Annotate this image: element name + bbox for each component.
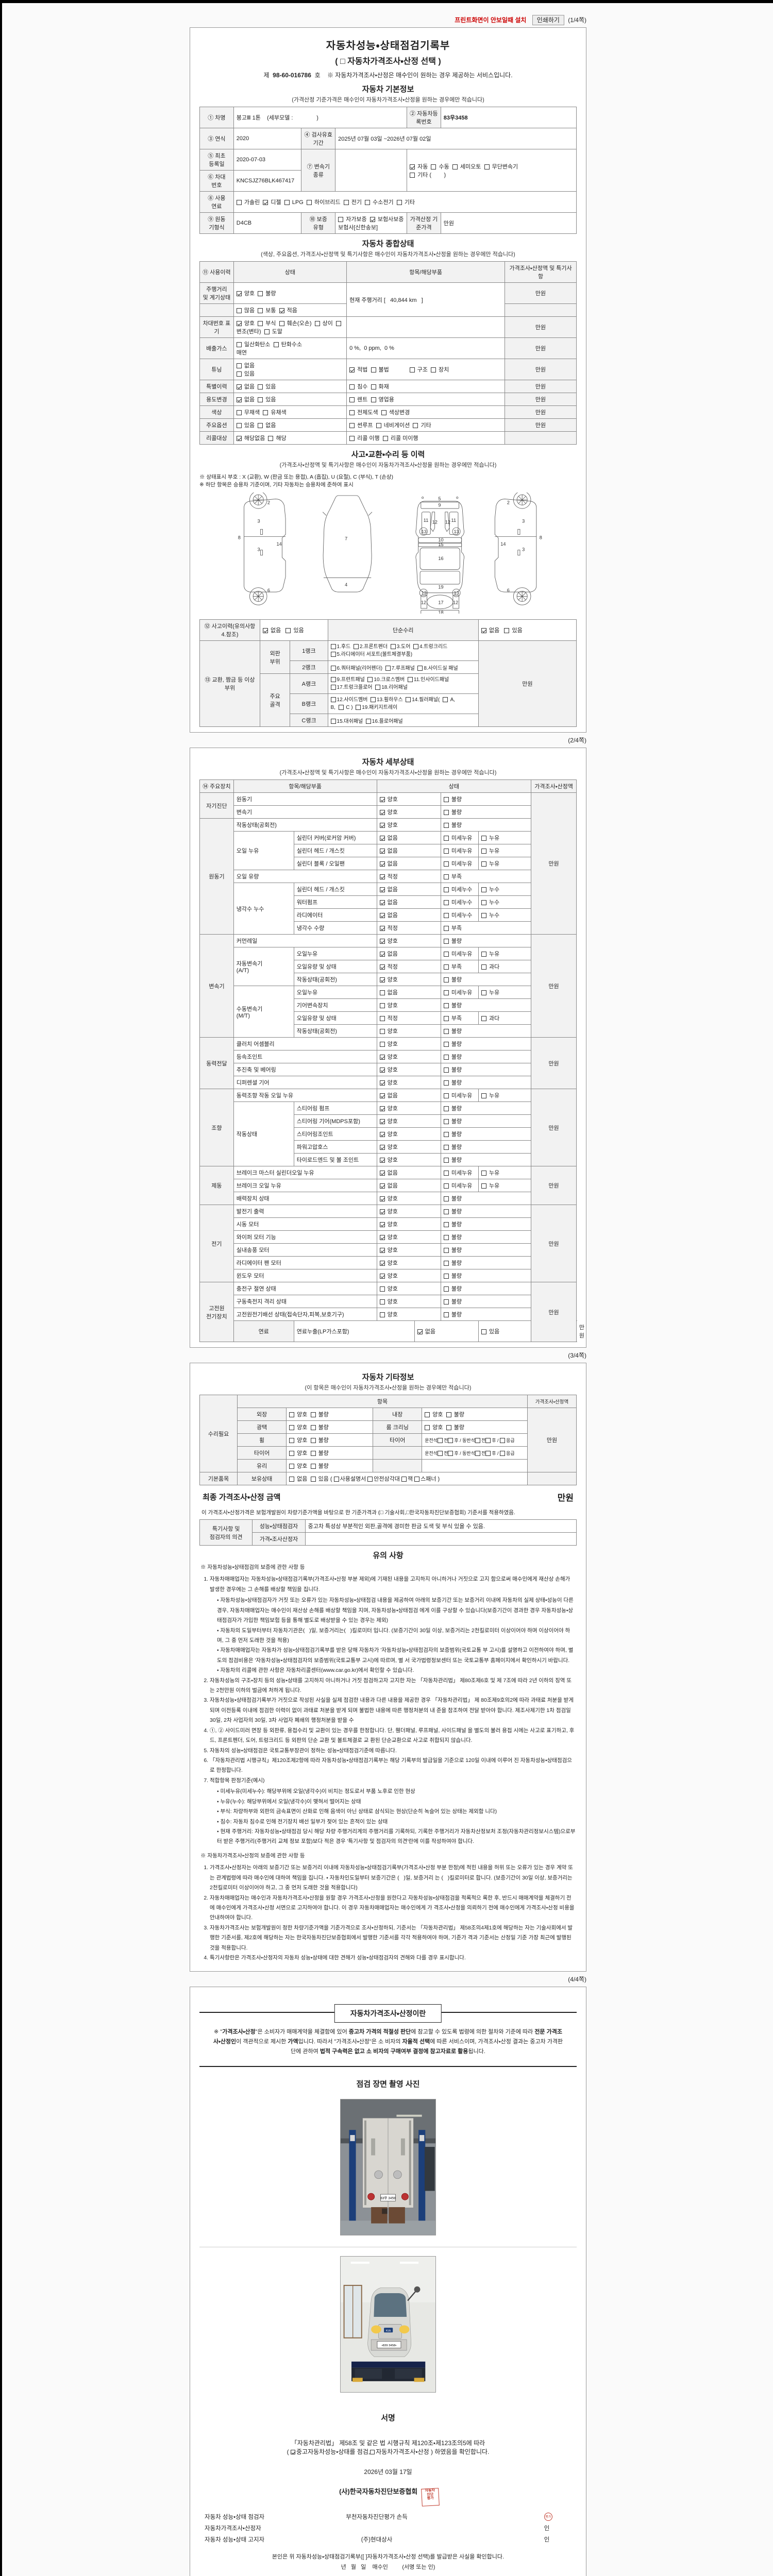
- svg-text:19: 19: [438, 584, 443, 589]
- svg-text:3: 3: [522, 547, 525, 552]
- svg-text:12: 12: [445, 519, 450, 524]
- svg-text:14: 14: [276, 541, 281, 547]
- svg-text:14: 14: [500, 541, 506, 547]
- svg-text:12: 12: [421, 600, 426, 605]
- svg-text:8: 8: [238, 535, 241, 540]
- svg-text:16: 16: [438, 556, 443, 561]
- svg-text:8: 8: [540, 535, 542, 540]
- svg-text:3: 3: [522, 519, 525, 524]
- svg-text:KIA: KIA: [386, 2329, 391, 2332]
- svg-text:6: 6: [267, 588, 270, 593]
- svg-text:6: 6: [507, 588, 510, 593]
- svg-text:3: 3: [258, 547, 260, 552]
- svg-text:2: 2: [267, 500, 270, 505]
- svg-text:15: 15: [438, 542, 443, 547]
- svg-text:11: 11: [424, 518, 429, 523]
- svg-text:18: 18: [438, 610, 443, 614]
- svg-text:2: 2: [507, 500, 510, 505]
- svg-text:12: 12: [453, 600, 458, 605]
- svg-text:13: 13: [454, 529, 459, 534]
- svg-text:13: 13: [454, 590, 459, 596]
- svg-text:•839 3458•: •839 3458•: [382, 2344, 397, 2347]
- svg-text:83우 3458: 83우 3458: [380, 2196, 396, 2200]
- svg-text:17: 17: [438, 600, 443, 605]
- svg-text:9: 9: [438, 503, 441, 508]
- svg-text:4: 4: [345, 582, 347, 587]
- svg-text:13: 13: [422, 529, 427, 534]
- svg-text:13: 13: [422, 590, 427, 596]
- svg-text:12: 12: [432, 519, 438, 524]
- svg-text:3: 3: [258, 519, 260, 524]
- svg-text:5: 5: [438, 496, 441, 501]
- svg-text:7: 7: [345, 536, 347, 541]
- svg-text:11: 11: [451, 518, 457, 523]
